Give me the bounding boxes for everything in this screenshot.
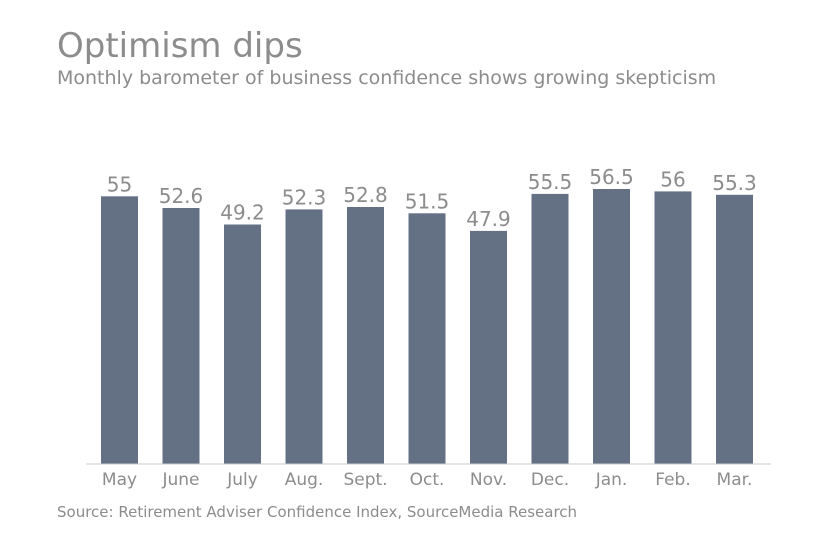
bar-aug xyxy=(285,209,323,464)
x-tick-label: July xyxy=(226,470,258,490)
x-tick-label: Jan. xyxy=(595,470,628,490)
bar-dec xyxy=(531,193,569,464)
bar-oct xyxy=(408,213,446,464)
x-tick-label: Oct. xyxy=(410,470,445,490)
value-label: 49.2 xyxy=(220,201,265,225)
bar-feb xyxy=(654,191,692,464)
value-label: 52.8 xyxy=(343,183,388,207)
value-label: 52.3 xyxy=(282,185,327,209)
value-label: 51.5 xyxy=(405,189,450,213)
x-tick-label: June xyxy=(161,470,199,490)
bar-july xyxy=(224,224,261,464)
x-tick-label: Sept. xyxy=(343,470,387,490)
bar-mar xyxy=(716,194,753,465)
bar-jan xyxy=(593,189,630,464)
x-tick-label: Nov. xyxy=(470,470,507,490)
bar-june xyxy=(162,208,200,464)
x-tick-label: Aug. xyxy=(285,470,324,490)
value-label: 56 xyxy=(660,167,685,191)
chart-title: Optimism dips xyxy=(57,26,303,66)
value-label: 55.5 xyxy=(528,170,573,194)
x-tick-label: May xyxy=(102,470,137,490)
bar-nov xyxy=(470,230,507,464)
value-label: 56.5 xyxy=(589,165,634,189)
value-label: 52.6 xyxy=(159,184,204,208)
value-label: 55.3 xyxy=(712,171,757,195)
x-tick-label: Dec. xyxy=(531,470,569,490)
x-tick-labels-group: May June July Aug. Sept. Oct. Nov. Dec. Jan. Feb.… xyxy=(102,470,753,490)
bar-sept xyxy=(347,207,384,464)
chart-source: Source: Retirement Adviser Confidence In… xyxy=(57,503,578,521)
chart-subtitle: Monthly barometer of business confidence… xyxy=(57,67,717,89)
bars-group xyxy=(101,189,753,465)
bar-may xyxy=(101,196,138,465)
value-labels-group: 55 52.6 49.2 52.3 52.8 51.5 47.9 55.5 56.5 56 55.3 xyxy=(107,165,757,231)
value-label: 55 xyxy=(107,172,132,196)
x-tick-label: Mar. xyxy=(717,470,753,490)
value-label: 47.9 xyxy=(466,207,511,231)
x-tick-label: Feb. xyxy=(655,470,691,490)
